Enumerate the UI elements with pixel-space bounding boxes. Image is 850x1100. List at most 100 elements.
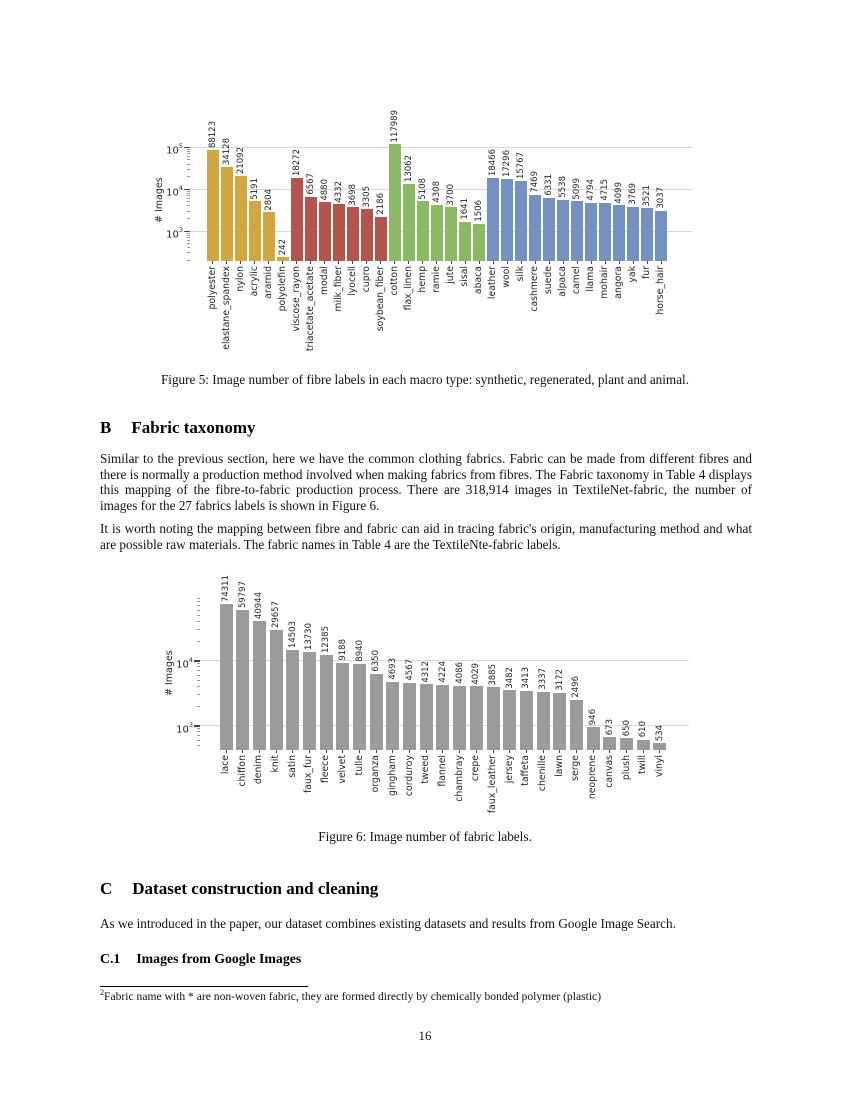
bar-satin <box>286 650 300 750</box>
bar-modal <box>318 202 331 261</box>
x-tick <box>475 750 477 753</box>
y-axis-label: # Images <box>164 650 175 697</box>
bar-knit <box>269 630 283 750</box>
y-minor-tick <box>186 153 190 155</box>
bar-chambray <box>453 685 467 750</box>
bar-value-label: 34128 <box>221 137 232 165</box>
x-tick-label-faux_leather: faux_leather <box>487 755 499 814</box>
y-minor-tick <box>196 728 200 730</box>
y-gridline <box>190 188 692 190</box>
y-minor-tick <box>196 731 200 733</box>
bar-value-label: 18272 <box>291 149 302 177</box>
figure6-chart: 103 104 74311 lace 59797 chiffon 40944 denim 296… <box>140 563 740 855</box>
bar-acrylic <box>248 201 261 261</box>
bar-value-label: 4312 <box>421 660 432 683</box>
x-tick-label-triacetate_acetate: triacetate_acetate <box>304 266 316 352</box>
bar-denim <box>252 620 266 750</box>
bar-value-label: 673 <box>604 718 615 735</box>
x-tick-label-cashmere: cashmere <box>529 266 541 312</box>
bar-fur <box>641 208 654 261</box>
figure5-chart: 103 104 105 88123 polyester 34128 elastane_spa… <box>140 93 740 365</box>
bar-chenille <box>536 691 550 750</box>
x-tick-label-chenille: chenille <box>537 755 549 792</box>
bar-value-label: 4693 <box>387 658 398 681</box>
bar-value-label: 610 <box>638 721 649 738</box>
x-tick <box>258 750 260 753</box>
bar-value-label: 14503 <box>287 621 298 649</box>
bar-value-label: 3698 <box>347 183 358 206</box>
x-tick <box>212 261 213 264</box>
footnote: 2Fabric name with * are non-woven fabric… <box>100 989 752 1004</box>
x-tick <box>464 261 466 264</box>
bar-faux_fur <box>302 651 316 750</box>
y-major-tick <box>194 725 200 727</box>
x-tick-label-abaca: abaca <box>473 266 485 295</box>
x-tick <box>626 750 628 753</box>
x-tick-label-modal: modal <box>318 266 330 295</box>
y-minor-tick <box>186 201 190 203</box>
bar-value-label: 12385 <box>321 625 332 653</box>
section-b-number: B <box>100 418 112 437</box>
bar-value-label: 8940 <box>354 640 365 662</box>
x-tick <box>592 750 594 753</box>
x-tick-label-acrylic: acrylic <box>248 266 260 297</box>
bar-corduroy <box>403 682 417 750</box>
bar-tulle <box>353 663 367 750</box>
x-tick-label-mohair: mohair <box>599 266 611 299</box>
x-tick <box>380 261 382 264</box>
x-tick <box>282 261 284 264</box>
y-minor-tick <box>186 218 190 219</box>
y-minor-tick <box>186 150 190 152</box>
y-tick-label: 103 <box>176 720 193 736</box>
x-tick-label-knit: knit <box>270 755 282 773</box>
bar-value-label: 3413 <box>521 667 532 690</box>
bar-flannel <box>436 685 450 750</box>
x-tick <box>324 261 326 264</box>
bar-value-label: 6567 <box>305 173 316 195</box>
x-tick <box>632 261 634 264</box>
bar-leather <box>487 178 500 261</box>
bar-hemp <box>416 201 429 261</box>
section-c-title: Dataset construction and cleaning <box>132 879 379 898</box>
bar-value-label: 5108 <box>417 177 428 200</box>
x-tick <box>296 261 298 264</box>
bar-organza <box>369 673 383 750</box>
x-tick <box>562 261 564 264</box>
bar-value-label: 3172 <box>554 669 565 692</box>
y-major-tick <box>194 660 200 662</box>
x-tick <box>325 750 327 753</box>
y-tick-label: 105 <box>166 142 183 157</box>
bar-yak <box>627 206 640 261</box>
bar-value-label: 117989 <box>389 109 400 143</box>
bar-abaca <box>473 223 486 261</box>
x-tick <box>359 750 361 753</box>
y-axis-label: # Images <box>154 177 165 223</box>
y-minor-tick <box>186 192 190 194</box>
bar-lyocell <box>346 207 359 261</box>
x-tick <box>548 261 550 264</box>
y-minor-tick <box>196 686 200 688</box>
x-tick <box>275 750 277 753</box>
bar-fleece <box>319 654 333 750</box>
x-tick <box>575 750 577 753</box>
bar-canvas <box>603 736 617 750</box>
y-minor-tick <box>186 176 190 178</box>
bar-value-label: 4794 <box>586 178 597 201</box>
bar-jersey <box>503 690 517 750</box>
x-tick <box>609 750 611 753</box>
x-tick <box>308 750 310 753</box>
x-tick <box>576 261 578 264</box>
bar-llama <box>585 202 598 261</box>
x-tick <box>254 261 256 264</box>
bar-soybean_fiber <box>374 216 387 261</box>
bar-value-label: 21092 <box>235 146 246 174</box>
y-gridline <box>200 660 689 662</box>
x-tick <box>392 750 394 753</box>
y-minor-tick <box>196 663 200 665</box>
bar-crepe <box>469 686 483 750</box>
bar-cotton <box>388 144 401 261</box>
bar-taffeta <box>519 691 533 750</box>
x-tick-label-gingham: gingham <box>386 755 398 796</box>
bar-twill <box>636 739 650 750</box>
y-minor-tick <box>196 705 200 707</box>
